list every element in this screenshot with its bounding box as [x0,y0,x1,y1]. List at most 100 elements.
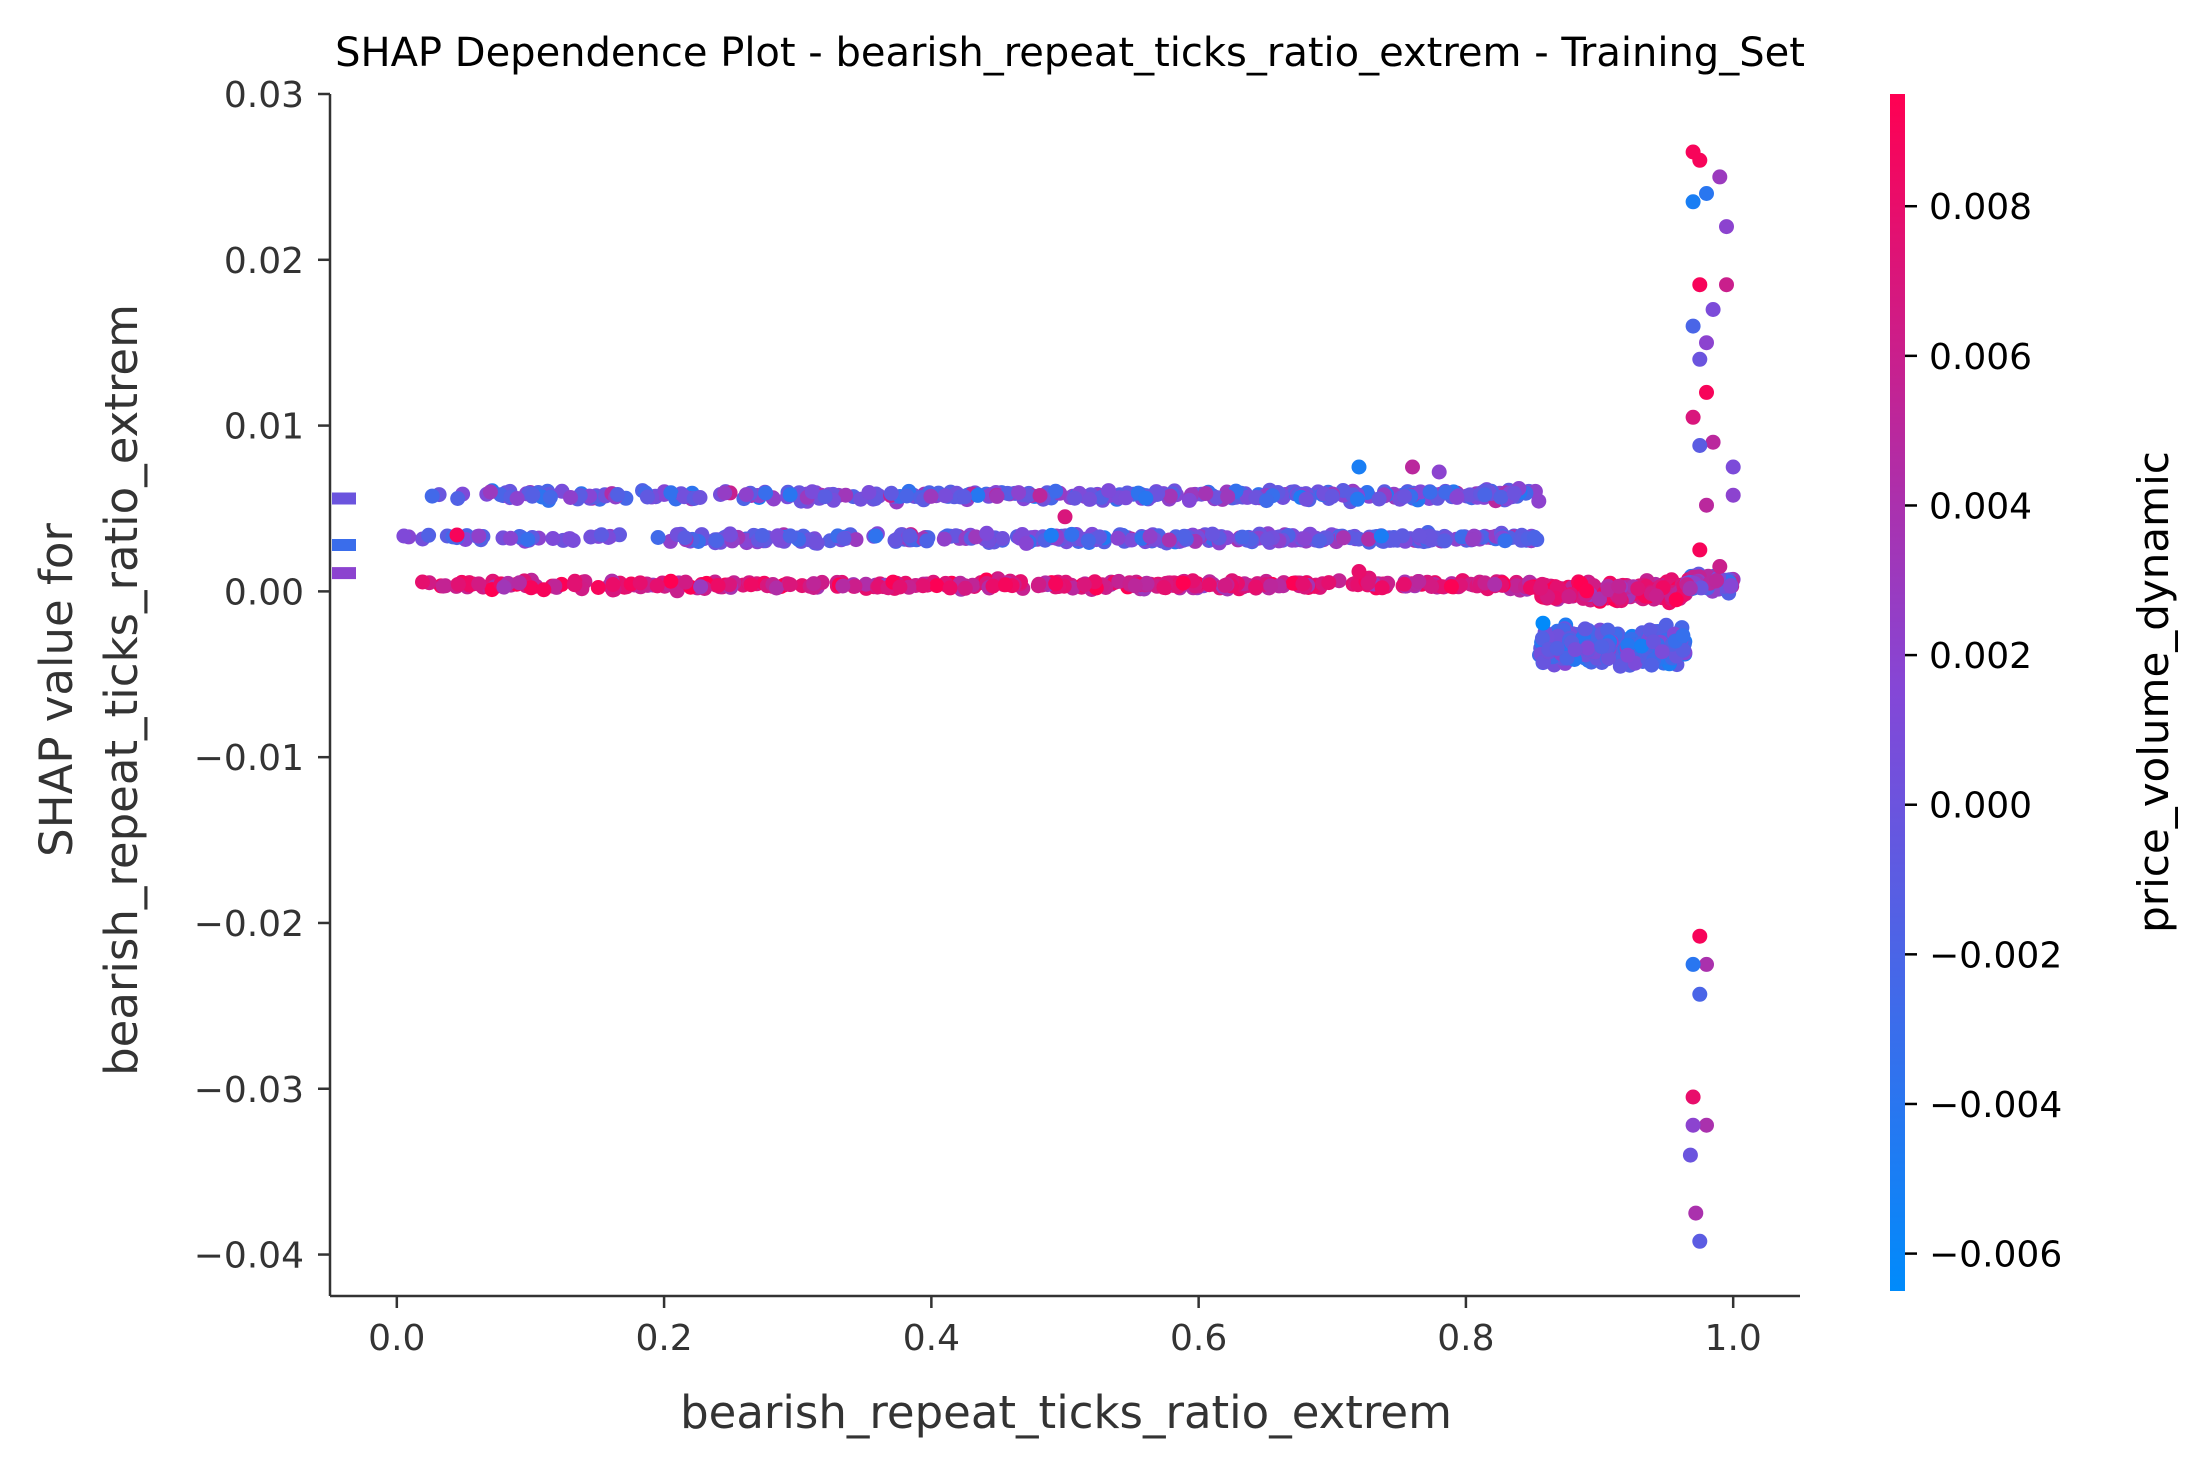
data-point [1594,639,1610,655]
data-point [1101,483,1117,499]
data-point [435,578,451,594]
data-point [1064,526,1080,542]
data-point [1296,531,1312,547]
data-point [1705,434,1721,450]
data-point [482,484,498,500]
edge-marker [332,567,356,580]
y-ticks: 0.03 0.02 0.01 0.00 −0.01 −0.02 −0.03 −0.04 [194,75,330,1277]
colorbar-tick-label: −0.004 [1929,1085,2062,1126]
data-point [1032,488,1048,503]
data-point [892,579,908,595]
data-point [883,485,899,501]
data-point [1719,277,1734,293]
data-point [1311,533,1327,549]
data-point [1424,579,1439,594]
edge-markers [332,492,356,580]
data-point [471,576,487,592]
data-point [1449,489,1465,505]
data-point [738,487,754,503]
data-point [1682,580,1698,596]
data-point [710,578,726,593]
x-tick-label: 0.0 [368,1318,425,1359]
data-point [1118,490,1134,506]
data-point [1600,622,1616,638]
data-point [396,528,412,544]
data-point [1685,956,1701,972]
data-point [525,487,541,503]
data-point [1437,533,1453,549]
data-point [1612,590,1628,605]
data-point [1567,642,1583,658]
data-point [995,531,1010,546]
data-point [1295,576,1311,592]
data-point [1259,493,1274,509]
data-point [1699,335,1714,351]
data-point [998,577,1013,593]
data-point [1699,384,1714,400]
data-point [1043,527,1059,543]
data-point [1719,219,1734,235]
data-point [450,491,466,506]
data-point [1634,638,1649,654]
data-point [1201,577,1217,593]
data-point [678,574,694,590]
data-point [979,525,995,541]
data-point [471,528,487,544]
data-point [1477,487,1493,503]
data-point [1654,644,1670,660]
data-point [1688,1205,1704,1221]
data-point [1248,579,1264,595]
data-point [1705,302,1721,317]
data-point [1080,533,1096,549]
data-point [1682,1147,1698,1163]
data-point [847,578,863,594]
data-point [1335,530,1351,546]
data-point [1076,577,1092,593]
data-point [1142,529,1158,544]
data-point [509,491,525,506]
colorbar-tick-label: −0.002 [1929,935,2062,976]
data-point [1234,529,1250,545]
data-point [1534,630,1550,646]
data-point [1561,589,1577,605]
data-point [450,576,466,592]
data-point [838,487,854,503]
data-point [663,485,679,501]
data-point [1725,459,1741,475]
data-point [1259,531,1275,547]
colorbar-tick-label: 0.004 [1929,486,2032,527]
data-point [956,489,972,505]
data-point [1692,351,1708,367]
data-point [722,527,738,543]
y-tick-label: −0.02 [194,904,304,945]
data-point [1048,576,1064,592]
data-point [1018,535,1034,551]
y-tick-label: −0.04 [194,1236,304,1277]
data-point [1057,509,1073,525]
data-point [424,488,440,504]
data-point [915,578,931,594]
data-point [523,580,539,596]
data-point [1411,574,1427,589]
data-point [1649,588,1664,604]
data-point [782,528,798,544]
y-tick-label: 0.02 [224,241,304,282]
data-point [1612,658,1628,674]
data-point [421,527,437,543]
data-point [449,527,465,543]
data-point [1321,575,1337,591]
data-point [692,490,708,505]
data-point [887,532,903,548]
data-point [1692,986,1708,1002]
data-point [1110,530,1126,546]
colorbar-tick-label: 0.008 [1929,187,2032,228]
data-point [1465,532,1481,547]
data-point [936,531,952,547]
data-point [610,487,626,502]
data-point [1031,576,1047,592]
data-point [817,489,833,505]
data-point [1712,559,1728,574]
data-point [758,485,774,501]
